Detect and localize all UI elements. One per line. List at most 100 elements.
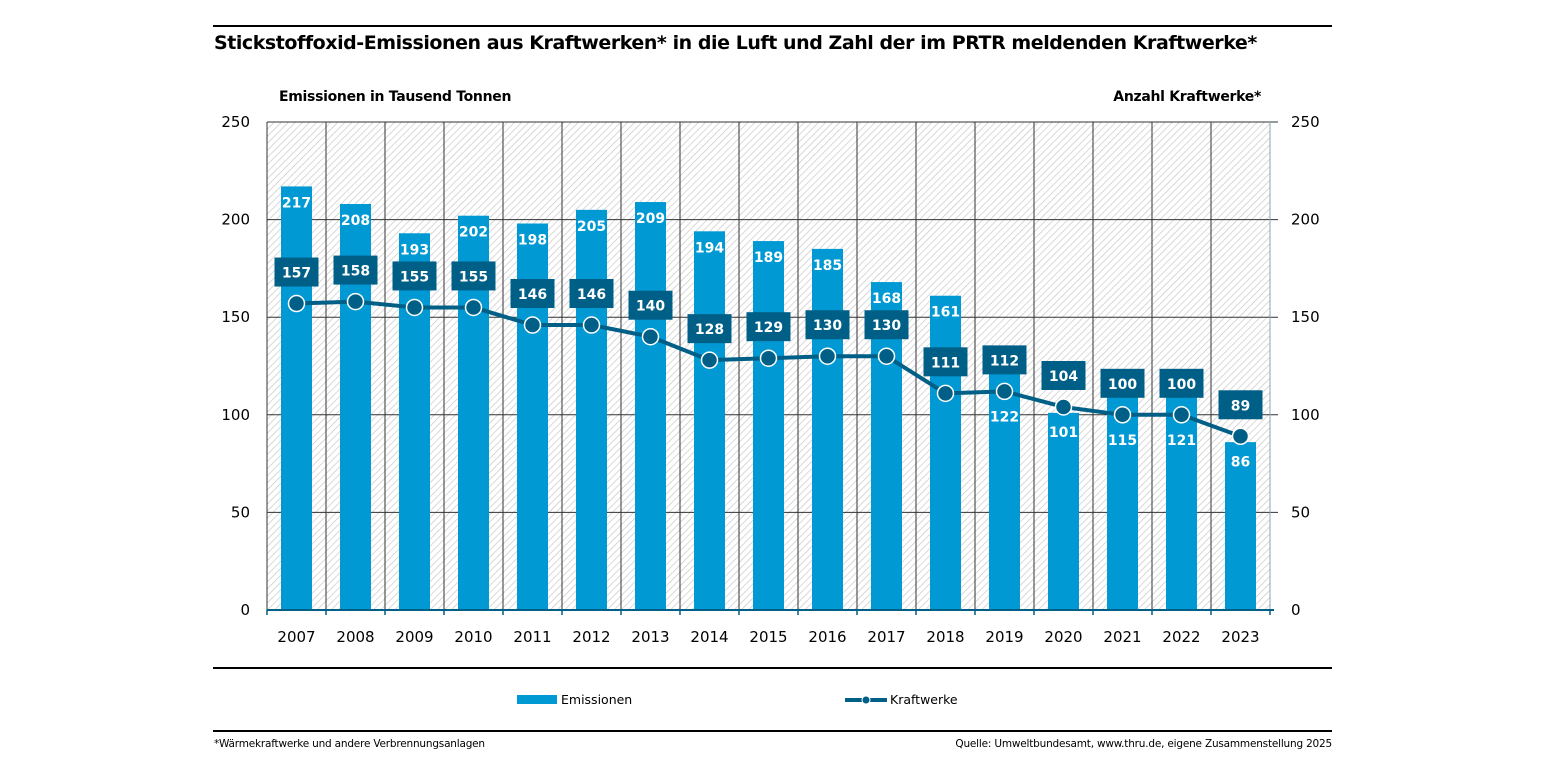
left-axis-title: Emissionen in Tausend Tonnen	[279, 89, 512, 105]
line-value-box	[333, 255, 378, 285]
line-value-label: 89	[1231, 398, 1250, 414]
x-tick-label: 2007	[277, 628, 315, 646]
bar-value-label: 101	[1049, 425, 1078, 441]
x-tick-label: 2012	[572, 628, 610, 646]
bar-emissionen	[399, 233, 430, 610]
y-tick-label-right: 0	[1291, 601, 1301, 619]
footnote: *Wärmekraftwerke und andere Verbrennungs…	[214, 738, 485, 750]
bar-emissionen	[930, 295, 961, 610]
y-tick-label-left: 100	[221, 406, 250, 424]
top-rule	[213, 25, 1332, 27]
y-tick-label-left: 200	[221, 211, 250, 229]
legend-item-emissionen: Emissionen	[517, 692, 632, 707]
legend-label: Emissionen	[561, 692, 633, 707]
line-value-label: 112	[990, 353, 1019, 369]
bar-value-label: 217	[282, 195, 311, 211]
y-tick-label-right: 150	[1291, 308, 1320, 326]
footer-rule	[213, 730, 1332, 732]
line-point-kraftwerke	[523, 316, 542, 334]
bar-emissionen	[989, 371, 1020, 610]
line-point-kraftwerke	[995, 382, 1014, 401]
x-tick-label: 2017	[867, 628, 905, 646]
x-tick-label: 2023	[1221, 628, 1259, 646]
x-tick-label: 2018	[926, 628, 964, 646]
line-value-box	[392, 261, 437, 291]
line-value-box	[746, 312, 791, 342]
x-tick-label: 2015	[749, 628, 787, 646]
bar-emissionen	[1225, 442, 1256, 610]
line-value-box	[982, 345, 1027, 375]
x-tick-label: 2011	[513, 628, 551, 646]
line-point-kraftwerke	[287, 294, 306, 313]
line-value-box	[687, 314, 732, 344]
x-tick-label: 2014	[690, 628, 728, 646]
x-tick-label: 2020	[1044, 628, 1082, 646]
line-value-label: 155	[400, 269, 429, 285]
line-point-kraftwerke	[759, 349, 778, 367]
line-value-label: 100	[1108, 377, 1137, 393]
line-point-kraftwerke	[641, 327, 660, 346]
line-value-label: 129	[754, 320, 783, 336]
line-value-box	[864, 310, 909, 340]
bar-value-label: 121	[1167, 433, 1196, 449]
bar-value-label: 208	[341, 213, 370, 229]
bar-value-label: 115	[1108, 433, 1137, 449]
line-value-box	[510, 279, 555, 309]
x-tick-label: 2008	[336, 628, 374, 646]
y-tick-label-right: 200	[1291, 211, 1320, 229]
x-tick-label: 2021	[1103, 628, 1141, 646]
line-value-box	[1159, 368, 1204, 398]
line-point-kraftwerke	[936, 384, 955, 403]
line-point-kraftwerke	[1231, 427, 1250, 446]
legend-rule	[213, 667, 1332, 669]
line-value-label: 111	[931, 355, 960, 371]
bar-value-label: 205	[577, 219, 606, 235]
x-tick-label: 2009	[395, 628, 433, 646]
line-value-label: 104	[1049, 369, 1078, 385]
bar-value-label: 86	[1231, 454, 1250, 470]
line-point-kraftwerke	[700, 351, 719, 369]
line-value-label: 130	[872, 318, 901, 334]
x-tick-label: 2022	[1162, 628, 1200, 646]
bar-emissionen	[753, 241, 784, 610]
bar-emissionen	[694, 231, 725, 610]
line-value-box	[923, 347, 968, 377]
line-value-box	[274, 257, 319, 287]
y-tick-label-right: 50	[1291, 503, 1310, 521]
y-tick-label-right: 250	[1291, 113, 1320, 131]
bar-value-label: 202	[459, 225, 488, 241]
bar-emissionen	[635, 202, 666, 611]
legend-bar-swatch	[517, 695, 557, 704]
y-tick-label-right: 100	[1291, 406, 1320, 424]
y-tick-label-left: 0	[240, 601, 250, 619]
line-value-label: 155	[459, 269, 488, 285]
bar-value-label: 161	[931, 305, 960, 321]
right-axis-title: Anzahl Kraftwerke*	[1113, 89, 1261, 105]
bar-emissionen	[1048, 412, 1079, 610]
line-point-kraftwerke	[405, 298, 424, 317]
line-point-kraftwerke	[818, 347, 837, 365]
y-tick-label-left: 150	[221, 308, 250, 326]
line-value-label: 146	[518, 287, 547, 303]
bar-value-label: 194	[695, 240, 724, 256]
bar-value-label: 193	[400, 242, 429, 258]
x-tick-label: 2016	[808, 628, 846, 646]
line-value-box	[1218, 390, 1263, 420]
line-point-kraftwerke	[877, 347, 896, 365]
x-tick-label: 2013	[631, 628, 669, 646]
line-value-box	[1041, 360, 1086, 390]
x-tick-label: 2010	[454, 628, 492, 646]
line-value-label: 140	[636, 299, 665, 315]
line-value-label: 157	[282, 266, 311, 282]
line-value-box	[628, 290, 673, 320]
bar-value-label: 189	[754, 250, 783, 266]
line-value-box	[805, 310, 850, 340]
bar-value-label: 198	[518, 233, 547, 249]
legend-label: Kraftwerke	[890, 692, 958, 707]
line-value-label: 100	[1167, 377, 1196, 393]
line-point-kraftwerke	[582, 316, 601, 334]
bar-value-label: 209	[636, 211, 665, 227]
x-tick-label: 2019	[985, 628, 1023, 646]
bar-value-label: 168	[872, 291, 901, 307]
